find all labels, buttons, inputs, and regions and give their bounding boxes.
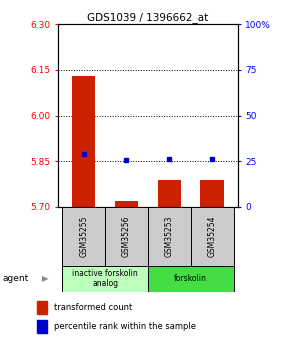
Bar <box>157 179 181 207</box>
Text: agent: agent <box>3 274 29 283</box>
Bar <box>37 320 47 333</box>
Text: GSM35256: GSM35256 <box>122 216 131 257</box>
Bar <box>105 207 148 266</box>
Bar <box>148 207 191 266</box>
Text: transformed count: transformed count <box>54 303 133 313</box>
Bar <box>191 207 233 266</box>
Text: GSM35255: GSM35255 <box>79 216 88 257</box>
Text: ▶: ▶ <box>42 274 48 283</box>
Bar <box>62 266 148 292</box>
Bar <box>200 179 224 207</box>
Text: forskolin: forskolin <box>174 274 207 283</box>
Bar <box>72 76 95 207</box>
Text: GSM35254: GSM35254 <box>208 216 217 257</box>
Text: GSM35253: GSM35253 <box>165 216 174 257</box>
Bar <box>62 207 105 266</box>
Text: inactive forskolin
analog: inactive forskolin analog <box>72 269 138 288</box>
Bar <box>148 266 233 292</box>
Bar <box>37 301 47 314</box>
Bar <box>115 201 138 207</box>
Text: percentile rank within the sample: percentile rank within the sample <box>54 322 196 332</box>
Title: GDS1039 / 1396662_at: GDS1039 / 1396662_at <box>87 12 209 23</box>
